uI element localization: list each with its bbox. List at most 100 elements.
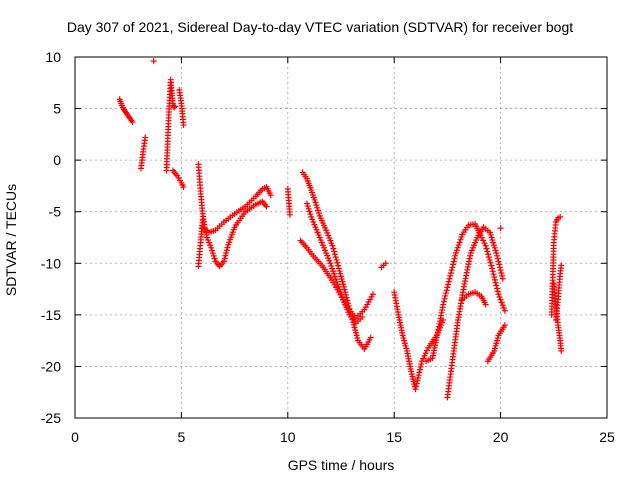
data-point	[340, 281, 347, 288]
data-point	[338, 275, 345, 282]
data-point	[493, 282, 500, 289]
data-point	[491, 274, 498, 281]
data-point	[312, 199, 319, 206]
data-point	[445, 281, 452, 288]
data-point	[340, 283, 347, 290]
data-point	[328, 262, 335, 269]
data-point	[440, 301, 447, 308]
data-point	[498, 299, 505, 306]
data-point	[331, 251, 338, 258]
x-tick-label: 5	[178, 429, 186, 445]
data-point	[339, 278, 346, 285]
data-point	[489, 265, 496, 272]
data-point	[286, 211, 293, 218]
data-point	[303, 200, 310, 207]
data-point	[486, 256, 493, 263]
data-point	[494, 255, 501, 262]
data-point	[418, 361, 425, 368]
data-point	[221, 255, 228, 262]
data-point	[442, 292, 449, 299]
data-point	[329, 265, 336, 272]
data-point	[482, 301, 489, 308]
y-tick-label: 10	[45, 49, 61, 65]
data-point	[494, 288, 501, 295]
data-point	[454, 244, 461, 251]
data-point	[484, 248, 491, 255]
data-point	[457, 236, 464, 243]
x-tick-label: 15	[386, 429, 402, 445]
y-tick-label: -20	[41, 358, 61, 374]
data-point	[501, 307, 508, 314]
data-point	[487, 259, 494, 266]
data-point	[353, 332, 360, 339]
data-point	[480, 237, 487, 244]
data-point	[267, 192, 274, 199]
data-point	[455, 242, 462, 249]
data-point	[557, 213, 564, 220]
data-point	[482, 242, 489, 249]
data-point	[331, 248, 338, 255]
data-point	[223, 249, 230, 256]
data-point	[450, 261, 457, 268]
data-markers	[116, 58, 565, 401]
data-point	[494, 252, 501, 259]
data-point	[443, 287, 450, 294]
y-axis-label: SDTVAR / TECUs	[3, 183, 19, 297]
data-point	[335, 265, 342, 272]
data-point	[330, 268, 337, 275]
data-point	[497, 296, 504, 303]
data-point	[489, 268, 496, 275]
data-point	[369, 291, 376, 298]
data-point	[496, 293, 503, 300]
data-point	[456, 239, 463, 246]
data-point	[335, 262, 342, 269]
data-point	[352, 329, 359, 336]
x-tick-label: 10	[280, 429, 296, 445]
data-point	[330, 245, 337, 252]
data-point	[446, 275, 453, 282]
data-point	[499, 302, 506, 309]
data-point	[338, 273, 344, 280]
data-point	[351, 324, 358, 331]
data-point	[488, 262, 495, 269]
data-point	[441, 295, 448, 302]
data-point	[304, 203, 311, 210]
data-point	[208, 244, 215, 251]
x-tick-label: 0	[71, 429, 79, 445]
data-point	[315, 210, 322, 217]
data-point	[420, 355, 427, 362]
data-point	[485, 254, 492, 261]
data-point	[210, 252, 217, 259]
x-axis-label: GPS time / hours	[287, 457, 395, 473]
data-point	[448, 267, 455, 274]
data-point	[367, 334, 374, 341]
data-point	[453, 247, 460, 254]
data-point	[170, 104, 177, 111]
data-point	[414, 377, 421, 384]
data-point	[413, 380, 420, 387]
y-tick-label: 5	[53, 101, 61, 117]
data-point	[452, 252, 459, 259]
data-point	[222, 252, 229, 259]
data-point	[417, 363, 424, 370]
data-point	[445, 278, 452, 285]
data-point	[416, 369, 423, 376]
chart-title: Day 307 of 2021, Sidereal Day-to-day VTE…	[66, 19, 574, 35]
data-point	[129, 118, 136, 125]
data-point	[354, 335, 361, 342]
data-point	[497, 225, 504, 232]
data-point	[150, 58, 157, 65]
y-tick-label: -15	[41, 307, 61, 323]
plot-frame	[74, 56, 608, 419]
data-point	[442, 290, 449, 297]
data-point	[421, 352, 428, 359]
data-point	[382, 260, 389, 267]
y-tick-label: -5	[49, 204, 62, 220]
x-tick-label: 25	[599, 429, 615, 445]
data-point	[440, 298, 447, 305]
data-point	[313, 202, 320, 209]
data-point	[491, 276, 498, 283]
data-point	[450, 258, 457, 265]
data-point	[498, 270, 505, 277]
data-point	[180, 122, 187, 129]
